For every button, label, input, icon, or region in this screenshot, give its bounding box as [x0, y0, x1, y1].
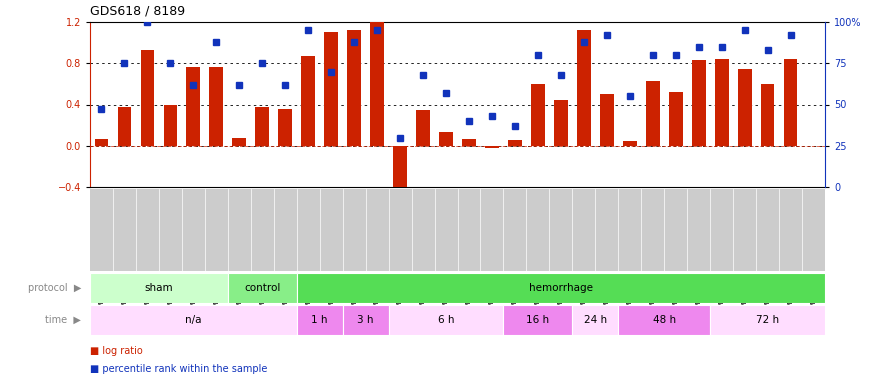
- Bar: [90, 273, 228, 303]
- Text: control: control: [244, 283, 281, 293]
- Bar: [297, 273, 825, 303]
- Bar: [301, 56, 315, 146]
- Bar: [623, 141, 637, 146]
- Bar: [416, 110, 430, 146]
- Bar: [233, 138, 246, 146]
- Bar: [554, 100, 568, 146]
- Bar: [370, 22, 384, 146]
- Text: 1 h: 1 h: [312, 315, 328, 325]
- Text: ■ percentile rank within the sample: ■ percentile rank within the sample: [90, 364, 268, 374]
- Bar: [297, 305, 343, 335]
- Bar: [485, 146, 499, 148]
- Bar: [94, 138, 108, 146]
- Bar: [668, 92, 682, 146]
- Text: n/a: n/a: [186, 315, 201, 325]
- Bar: [508, 140, 522, 146]
- Bar: [347, 30, 361, 146]
- Text: GDS618 / 8189: GDS618 / 8189: [90, 4, 186, 17]
- Bar: [439, 132, 453, 146]
- Bar: [503, 305, 572, 335]
- Bar: [186, 68, 200, 146]
- Bar: [90, 305, 297, 335]
- Text: 16 h: 16 h: [527, 315, 550, 325]
- Bar: [710, 305, 825, 335]
- Bar: [141, 50, 154, 146]
- Bar: [393, 146, 407, 192]
- Text: protocol  ▶: protocol ▶: [28, 283, 81, 293]
- Bar: [784, 59, 797, 146]
- Bar: [619, 305, 711, 335]
- Bar: [738, 69, 752, 146]
- Text: 3 h: 3 h: [357, 315, 374, 325]
- Bar: [692, 60, 705, 146]
- Text: 24 h: 24 h: [584, 315, 607, 325]
- Bar: [117, 106, 131, 146]
- Text: 6 h: 6 h: [438, 315, 454, 325]
- Bar: [462, 138, 476, 146]
- Bar: [600, 94, 613, 146]
- Bar: [646, 81, 660, 146]
- Text: 72 h: 72 h: [756, 315, 779, 325]
- Bar: [343, 305, 388, 335]
- Text: time  ▶: time ▶: [46, 315, 81, 325]
- Bar: [760, 84, 774, 146]
- Text: hemorrhage: hemorrhage: [528, 283, 593, 293]
- Bar: [572, 305, 619, 335]
- Text: sham: sham: [144, 283, 173, 293]
- Bar: [228, 273, 297, 303]
- Bar: [325, 32, 338, 146]
- Bar: [715, 59, 729, 146]
- Bar: [278, 109, 292, 146]
- Text: ■ log ratio: ■ log ratio: [90, 346, 143, 356]
- Bar: [531, 84, 545, 146]
- Bar: [577, 30, 591, 146]
- Bar: [388, 305, 503, 335]
- Text: 48 h: 48 h: [653, 315, 676, 325]
- Bar: [209, 68, 223, 146]
- Bar: [255, 106, 270, 146]
- Bar: [164, 105, 178, 146]
